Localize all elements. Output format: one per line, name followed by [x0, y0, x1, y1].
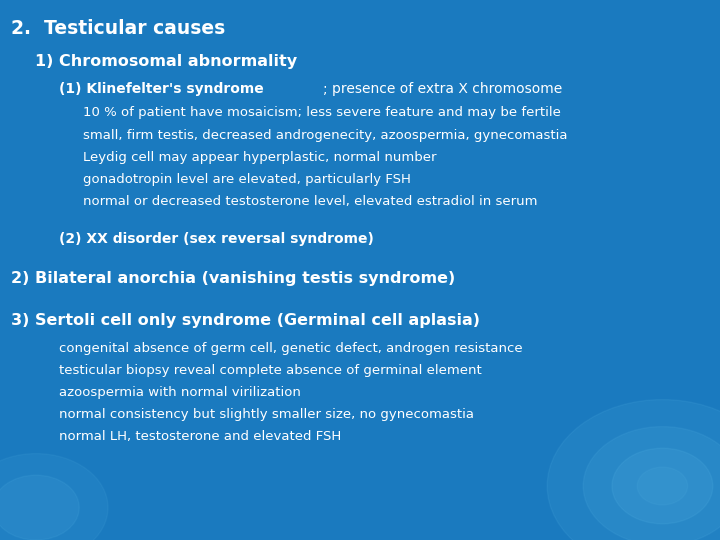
Text: normal or decreased testosterone level, elevated estradiol in serum: normal or decreased testosterone level, … [83, 195, 537, 208]
Text: normal consistency but slightly smaller size, no gynecomastia: normal consistency but slightly smaller … [59, 408, 474, 421]
Text: 2) Bilateral anorchia (vanishing testis syndrome): 2) Bilateral anorchia (vanishing testis … [11, 271, 455, 286]
Text: azoospermia with normal virilization: azoospermia with normal virilization [59, 386, 301, 399]
Text: small, firm testis, decreased androgenecity, azoospermia, gynecomastia: small, firm testis, decreased androgenec… [83, 129, 567, 141]
Circle shape [612, 448, 713, 524]
Text: gonadotropin level are elevated, particularly FSH: gonadotropin level are elevated, particu… [83, 173, 410, 186]
Circle shape [583, 427, 720, 540]
Circle shape [0, 454, 108, 540]
Text: ; presence of extra X chromosome: ; presence of extra X chromosome [323, 82, 562, 96]
Circle shape [0, 475, 79, 540]
Text: normal LH, testosterone and elevated FSH: normal LH, testosterone and elevated FSH [59, 430, 341, 443]
Text: 2.  Testicular causes: 2. Testicular causes [11, 19, 225, 38]
Text: 10 % of patient have mosaicism; less severe feature and may be fertile: 10 % of patient have mosaicism; less sev… [83, 106, 561, 119]
Circle shape [547, 400, 720, 540]
Text: 1) Chromosomal abnormality: 1) Chromosomal abnormality [35, 54, 297, 69]
Circle shape [637, 467, 688, 505]
Text: 3) Sertoli cell only syndrome (Germinal cell aplasia): 3) Sertoli cell only syndrome (Germinal … [11, 313, 480, 328]
Text: Leydig cell may appear hyperplastic, normal number: Leydig cell may appear hyperplastic, nor… [83, 151, 436, 164]
Text: congenital absence of germ cell, genetic defect, androgen resistance: congenital absence of germ cell, genetic… [59, 342, 523, 355]
Text: (2) XX disorder (sex reversal syndrome): (2) XX disorder (sex reversal syndrome) [59, 232, 374, 246]
Text: testicular biopsy reveal complete absence of germinal element: testicular biopsy reveal complete absenc… [59, 364, 482, 377]
Text: (1) Klinefelter's syndrome: (1) Klinefelter's syndrome [59, 82, 264, 96]
